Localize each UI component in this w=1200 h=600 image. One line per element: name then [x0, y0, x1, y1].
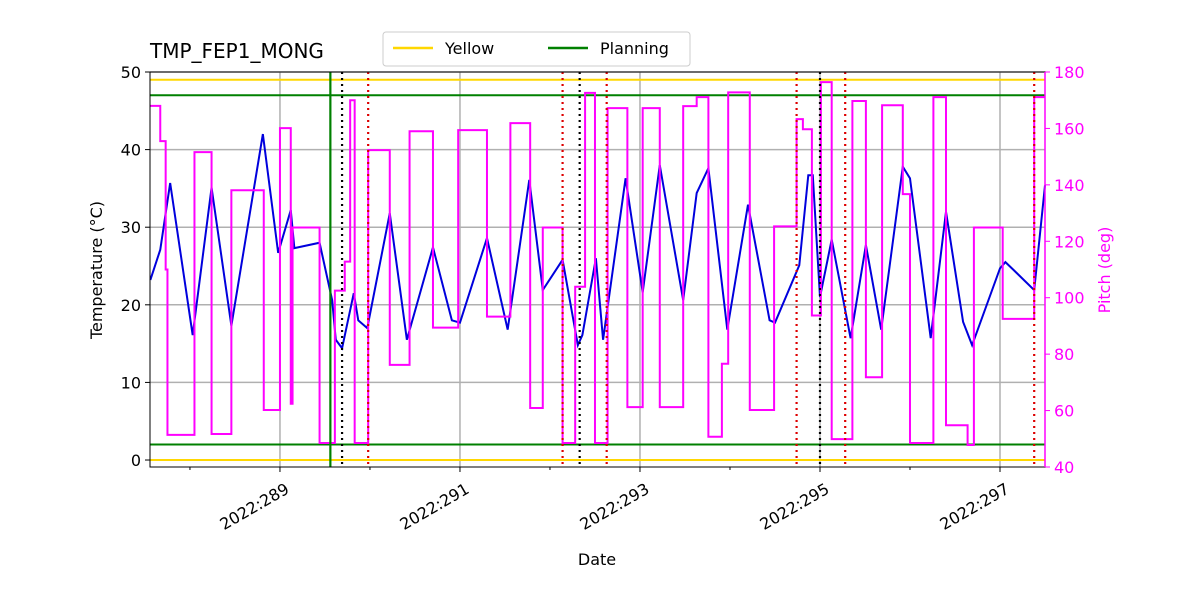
x-tick-label: 2022:297: [937, 479, 1013, 534]
y2-tick-label: 60: [1054, 402, 1074, 421]
y2-axis-label: Pitch (deg): [1095, 227, 1114, 314]
x-tick-label: 2022:289: [216, 479, 292, 534]
y2-tick-label: 180: [1054, 63, 1085, 82]
data-line: [149, 133, 1046, 351]
y-tick-label: 50: [121, 63, 141, 82]
y2-tick-label: 160: [1054, 119, 1085, 138]
x-tick-label: 2022:293: [576, 479, 652, 534]
legend-box: [382, 31, 691, 67]
x-axis-label: Date: [578, 550, 616, 569]
x-tick-label: 2022:291: [396, 479, 472, 534]
y2-tick-label: 140: [1054, 176, 1085, 195]
x-tick-label: 2022:295: [757, 479, 833, 534]
y-tick-label: 20: [121, 296, 141, 315]
y-tick-label: 10: [121, 373, 141, 392]
data-line: [150, 81, 1045, 446]
y-tick-label: 40: [121, 141, 141, 160]
y-tick-label: 30: [121, 218, 141, 237]
legend-label: Yellow: [444, 39, 494, 58]
y2-tick-label: 100: [1054, 289, 1085, 308]
legend-label: Planning: [600, 39, 669, 58]
chart-title: TMP_FEP1_MONG: [149, 39, 324, 63]
y2-tick-label: 40: [1054, 458, 1074, 477]
y2-tick-label: 80: [1054, 345, 1074, 364]
y-tick-label: 0: [131, 451, 141, 470]
y-axis-label: Temperature (°C): [87, 201, 106, 340]
y2-tick-label: 120: [1054, 232, 1085, 251]
